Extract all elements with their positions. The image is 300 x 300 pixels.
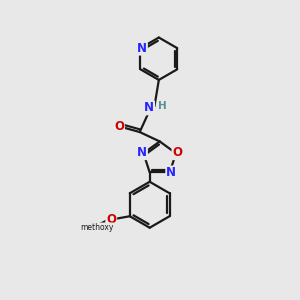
Text: methoxy: methoxy: [80, 223, 113, 232]
Text: O: O: [114, 120, 124, 133]
Text: N: N: [137, 146, 147, 159]
Text: N: N: [137, 42, 147, 55]
Text: O: O: [106, 213, 116, 226]
Text: H: H: [158, 101, 167, 111]
Text: N: N: [166, 167, 176, 179]
Text: O: O: [172, 146, 182, 159]
Text: N: N: [144, 101, 154, 114]
